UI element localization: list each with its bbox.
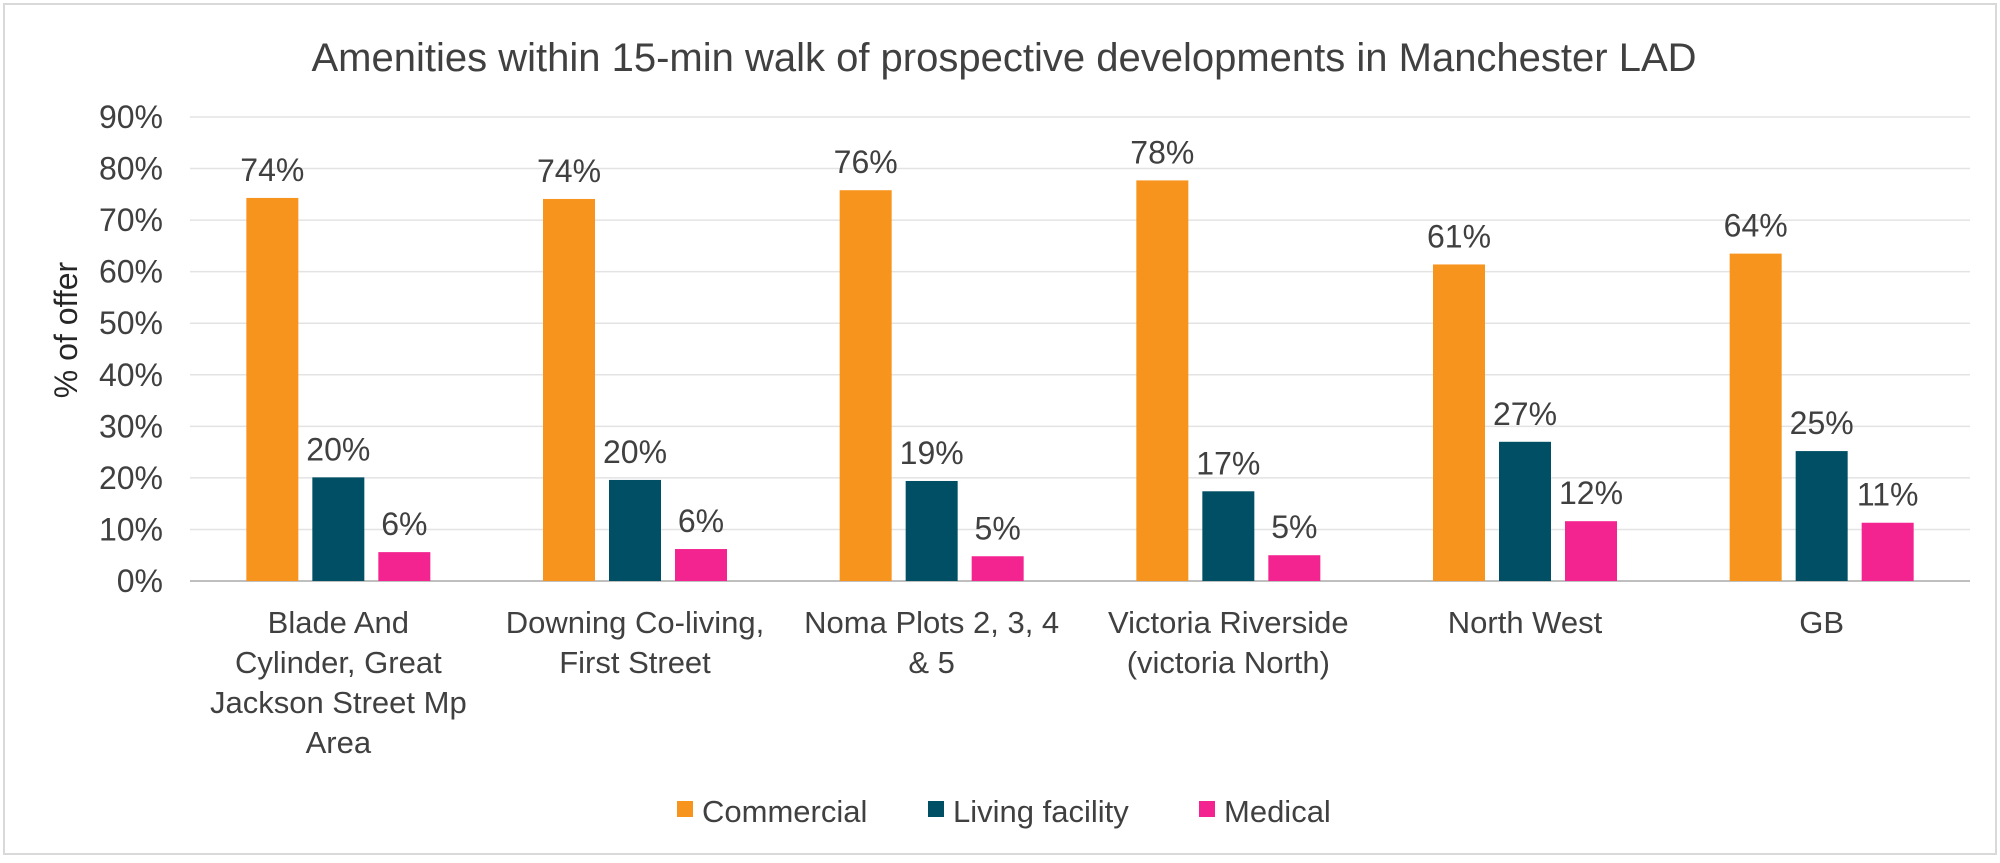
data-labels: 74% 74% 76% 78% 61% 64% 20% 20% 19% 17% 27% 25% 6% 6%…	[240, 134, 1918, 546]
data-label: 5%	[1271, 509, 1317, 545]
bar-commercial	[1136, 180, 1189, 581]
data-label: 19%	[900, 435, 964, 471]
bar-commercial	[1729, 253, 1782, 581]
bar-commercial	[839, 190, 892, 581]
bar-living-facility	[1499, 441, 1551, 581]
bar-medical	[971, 556, 1024, 581]
bars	[246, 180, 1914, 582]
data-label: 64%	[1724, 208, 1788, 244]
y-axis-ticks: 0% 10% 20% 30% 40% 50% 60% 70% 80% 90%	[99, 99, 163, 599]
data-label: 12%	[1559, 475, 1623, 511]
legend: Commercial Living facility Medical	[677, 794, 1331, 829]
bar-medical	[1268, 555, 1321, 581]
x-category-label: Blade And Cylinder, Great Jackson Street M…	[210, 605, 467, 760]
bar-living-facility	[312, 477, 365, 581]
data-label: 25%	[1790, 405, 1854, 441]
data-label: 61%	[1427, 218, 1491, 254]
legend-swatch	[928, 801, 944, 817]
x-category-label: Victoria Riverside (victoria North)	[1108, 605, 1349, 680]
legend-swatch	[1199, 801, 1215, 817]
y-tick-label: 10%	[99, 511, 163, 547]
bar-medical	[378, 552, 431, 581]
data-label: 20%	[603, 434, 667, 470]
bar-commercial	[1433, 264, 1485, 581]
legend-label: Commercial	[702, 794, 867, 829]
x-category-label: GB	[1799, 605, 1844, 640]
data-label: 78%	[1130, 134, 1194, 170]
bar-medical	[1861, 522, 1914, 581]
x-category-label: North West	[1448, 605, 1603, 640]
x-category-label: Noma Plots 2, 3, 4 & 5	[804, 605, 1059, 680]
data-label: 27%	[1493, 396, 1557, 432]
legend-swatch	[677, 801, 693, 817]
bar-living-facility	[905, 480, 958, 581]
x-category-label: Downing Co-living, First Street	[506, 605, 764, 680]
data-label: 6%	[678, 503, 724, 539]
data-label: 6%	[381, 506, 427, 542]
y-tick-label: 0%	[117, 563, 163, 599]
y-tick-label: 90%	[99, 99, 163, 135]
bar-living-facility	[1202, 491, 1255, 581]
y-tick-label: 50%	[99, 305, 163, 341]
data-label: 74%	[537, 153, 601, 189]
bar-medical	[675, 549, 727, 581]
bar-medical	[1565, 521, 1617, 581]
data-label: 5%	[975, 510, 1021, 546]
y-tick-label: 80%	[99, 151, 163, 187]
gridlines	[190, 116, 1970, 582]
y-tick-label: 20%	[99, 460, 163, 496]
y-axis-label: % of offer	[48, 261, 84, 398]
bar-living-facility	[1795, 451, 1848, 581]
y-tick-label: 60%	[99, 254, 163, 290]
data-label: 17%	[1196, 445, 1260, 481]
y-tick-label: 40%	[99, 357, 163, 393]
legend-label: Living facility	[953, 794, 1129, 829]
legend-label: Medical	[1224, 794, 1331, 829]
data-label: 11%	[1857, 477, 1919, 513]
y-tick-label: 70%	[99, 202, 163, 238]
bar-living-facility	[609, 479, 661, 581]
x-axis-categories: Blade And Cylinder, Great Jackson Street M…	[210, 605, 1844, 760]
chart-title: Amenities within 15-min walk of prospect…	[311, 36, 1696, 80]
bar-commercial	[543, 198, 595, 581]
bar-chart: Amenities within 15-min walk of prospect…	[48, 36, 1970, 829]
chart-frame: Amenities within 15-min walk of prospect…	[3, 3, 1997, 855]
data-label: 74%	[240, 152, 304, 188]
data-label: 20%	[306, 431, 370, 467]
y-tick-label: 30%	[99, 408, 163, 444]
bar-commercial	[246, 197, 299, 582]
data-label: 76%	[834, 144, 898, 180]
